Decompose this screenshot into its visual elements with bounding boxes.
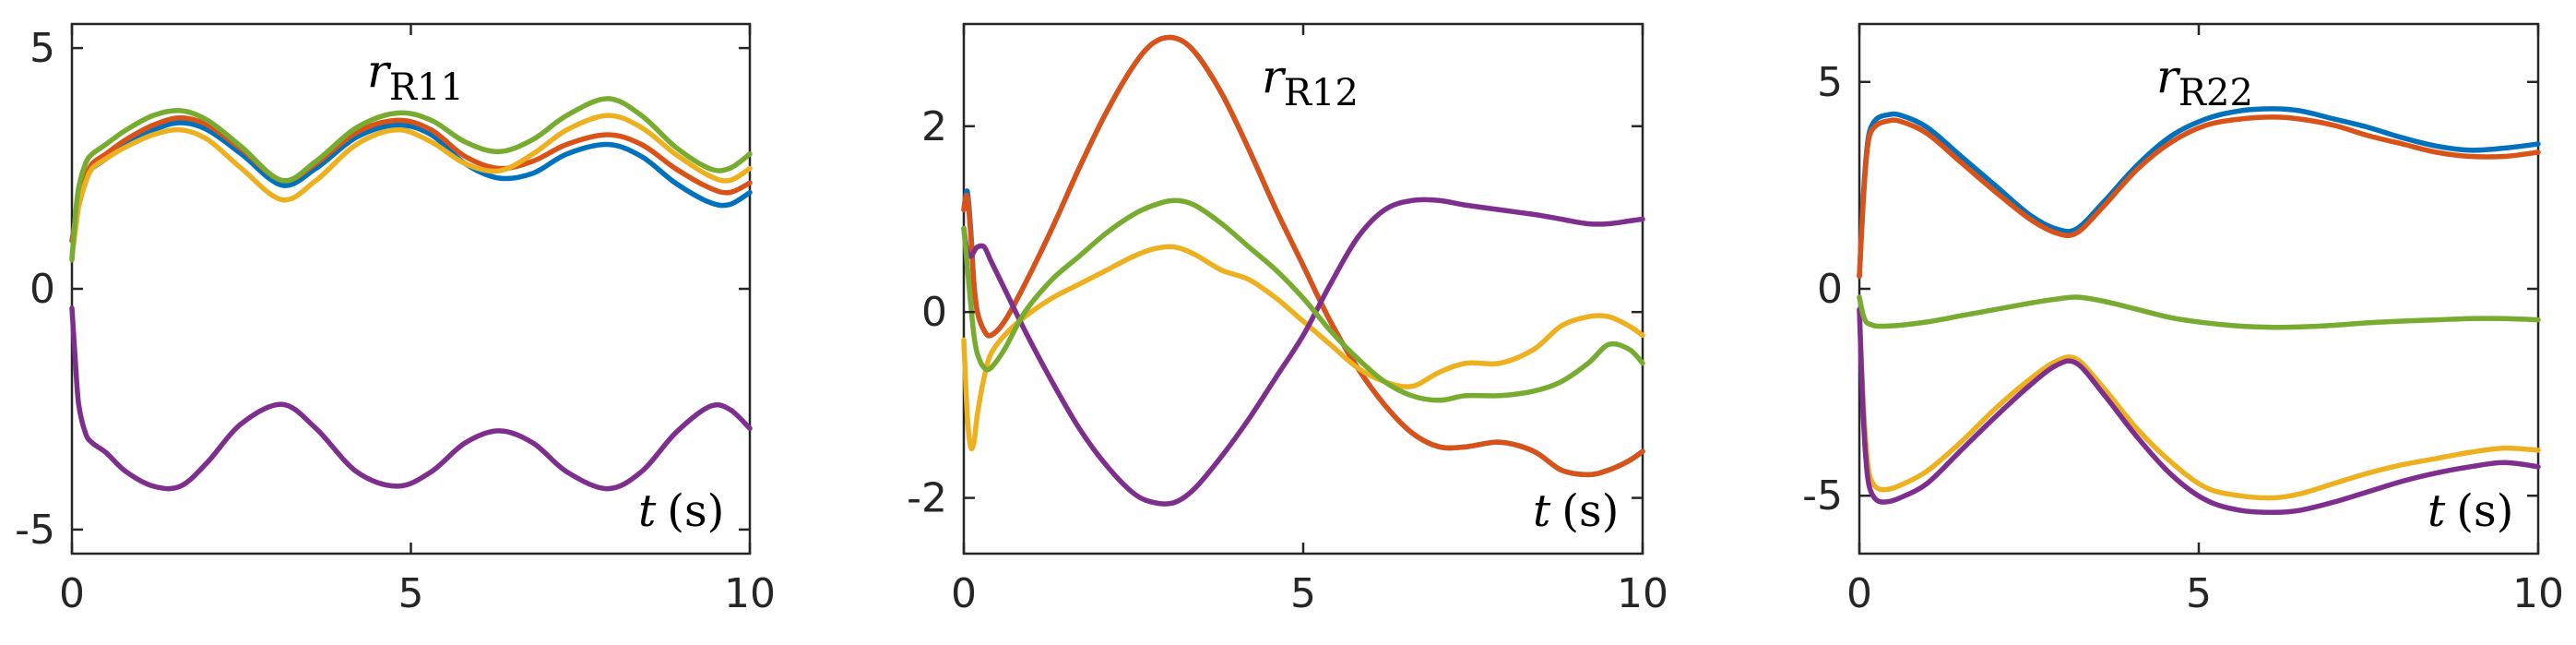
series-line-green xyxy=(961,197,1645,403)
series-line-green xyxy=(69,96,753,263)
y-tick-label: -2 xyxy=(907,475,947,522)
series-group xyxy=(69,96,753,492)
y-tick-label: 0 xyxy=(921,289,947,336)
series-group xyxy=(1857,106,2541,515)
y-tick-label: -5 xyxy=(15,507,55,554)
x-tick-label: 0 xyxy=(951,570,977,617)
series-line-purple xyxy=(961,197,1645,507)
panel-title-sub: R22 xyxy=(2178,72,2253,114)
x-axis-label-unit: (s) xyxy=(667,485,724,537)
panel-title-sub: R12 xyxy=(1284,72,1359,114)
x-tick-label: 5 xyxy=(1290,570,1316,617)
panel-title: rR22 xyxy=(2156,50,2253,114)
y-tick-label: -5 xyxy=(1802,472,1843,520)
y-tick-label: 5 xyxy=(30,25,55,72)
ticks-group: 0 5 10 -5 0 5 xyxy=(1802,24,2564,617)
x-axis-label-var: t xyxy=(1533,485,1551,537)
series-line-yellow xyxy=(69,113,753,258)
series-line-purple xyxy=(1857,306,2541,515)
panel-title: rR12 xyxy=(1262,50,1359,114)
series-line-yellow xyxy=(1857,306,2541,501)
series-line-blue xyxy=(1857,106,2541,280)
x-axis-label-unit: (s) xyxy=(1561,485,1619,537)
panel-title-main: r xyxy=(367,44,392,98)
y-tick-label: 5 xyxy=(1817,59,1843,106)
x-tick-label: 5 xyxy=(2186,570,2212,617)
series-line-orange xyxy=(69,115,753,244)
panel-title-main: r xyxy=(2156,50,2181,103)
panel-title-main: r xyxy=(1262,50,1287,103)
x-tick-label: 0 xyxy=(1846,570,1872,617)
x-tick-label: 0 xyxy=(59,570,85,617)
series-line-orange xyxy=(1857,114,2541,280)
x-tick-label: 5 xyxy=(398,570,424,617)
panel-title-sub: R11 xyxy=(389,66,464,109)
panel-r-r11: 0 5 10-505 rR11 t (s) xyxy=(15,22,776,617)
x-axis-label: t (s) xyxy=(1533,485,1619,537)
x-tick-label: 10 xyxy=(724,570,776,617)
panel-title: rR11 xyxy=(367,44,464,109)
x-tick-label: 10 xyxy=(2512,570,2564,617)
series-line-purple xyxy=(69,305,753,492)
x-tick-label: 10 xyxy=(1617,570,1668,617)
y-tick-label: 0 xyxy=(1817,266,1843,313)
x-axis-label-var: t xyxy=(2428,485,2446,537)
panel-r-r22: 0 5 10 -5 0 5 rR22 t (s) xyxy=(1802,22,2564,617)
series-group xyxy=(961,34,1645,507)
x-axis-label-var: t xyxy=(638,485,657,537)
y-tick-label: 2 xyxy=(921,103,947,150)
x-axis-label: t (s) xyxy=(638,485,724,537)
y-tick-label: 0 xyxy=(30,266,55,313)
x-axis-label-unit: (s) xyxy=(2456,485,2513,537)
panel-r-r12: 0 5 10 -2 0 2 rR12 t (s) xyxy=(907,22,1668,617)
x-axis-label: t (s) xyxy=(2428,485,2513,537)
series-line-orange xyxy=(961,34,1645,478)
ticks-group: 0 5 10 -2 0 2 xyxy=(907,24,1668,617)
series-line-green xyxy=(1857,294,2541,330)
ticks-group: 0 5 10-505 xyxy=(15,24,776,617)
